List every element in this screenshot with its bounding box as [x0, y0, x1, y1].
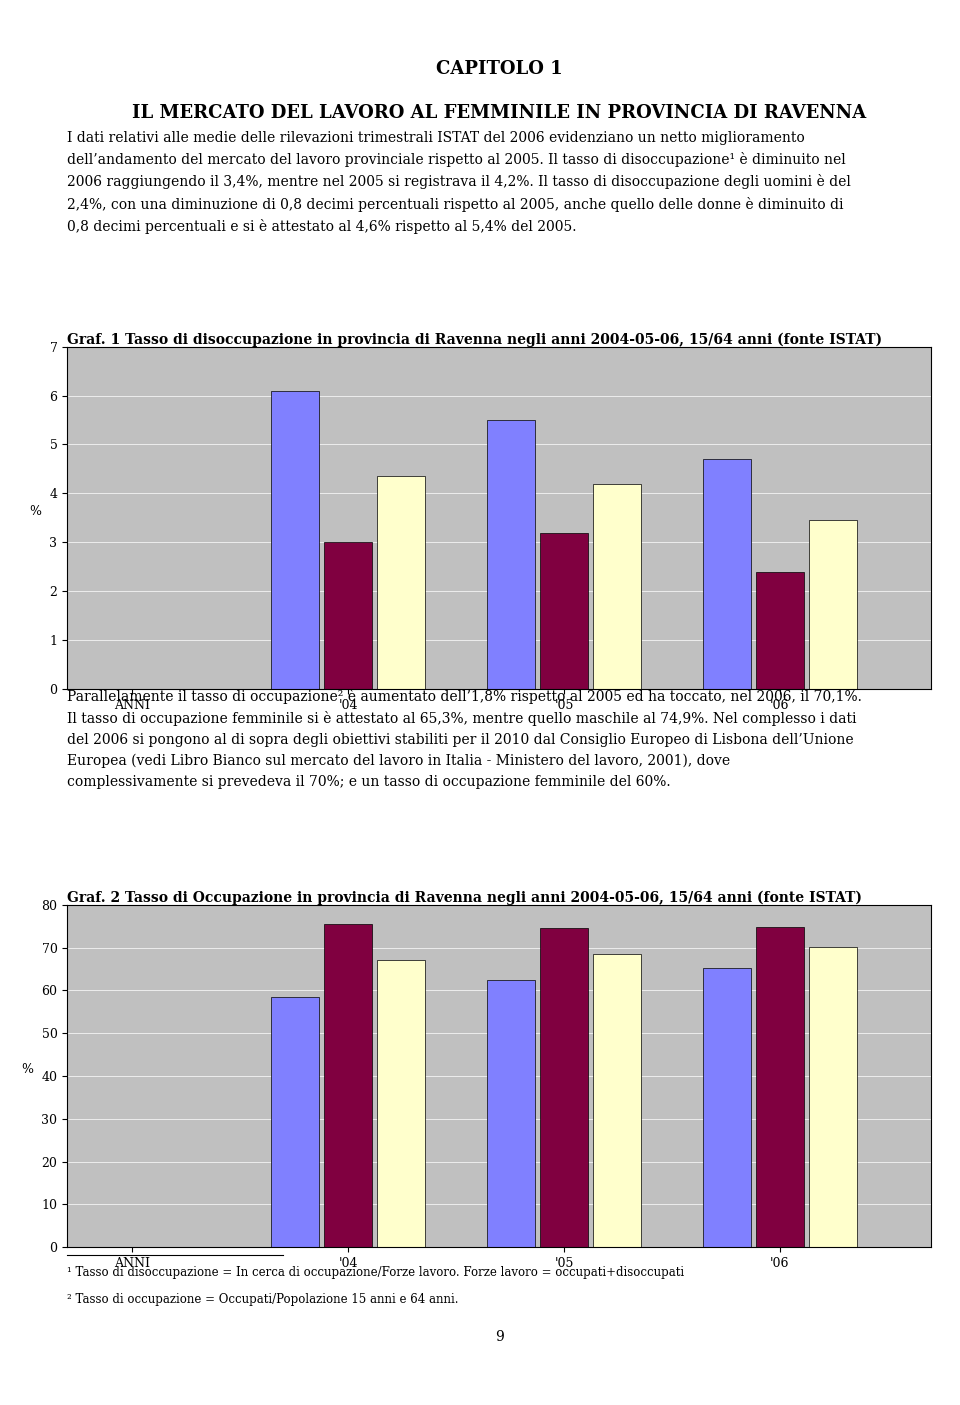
Bar	[540, 532, 588, 688]
Bar	[756, 572, 804, 688]
Text: Graf. 2 Tasso di Occupazione in provincia di Ravenna negli anni 2004-05-06, 15/6: Graf. 2 Tasso di Occupazione in provinci…	[67, 891, 862, 905]
Bar	[324, 924, 372, 1248]
Bar	[809, 520, 856, 688]
Bar	[593, 483, 640, 688]
Bar	[704, 968, 751, 1248]
Bar	[488, 420, 535, 688]
Text: Graf. 1 Tasso di disoccupazione in provincia di Ravenna negli anni 2004-05-06, 1: Graf. 1 Tasso di disoccupazione in provi…	[67, 332, 882, 347]
Bar	[488, 979, 535, 1248]
Text: Parallelamente il tasso di occupazione² è aumentato dell’1,8% rispetto al 2005 e: Parallelamente il tasso di occupazione² …	[67, 688, 862, 788]
Text: ² Tasso di occupazione = Occupati/Popolazione 15 anni e 64 anni.: ² Tasso di occupazione = Occupati/Popola…	[67, 1293, 459, 1307]
Bar	[540, 929, 588, 1248]
Bar	[756, 927, 804, 1248]
Bar	[593, 954, 640, 1248]
Text: CAPITOLO 1: CAPITOLO 1	[436, 60, 563, 77]
Text: IL MERCATO DEL LAVORO AL FEMMINILE IN PROVINCIA DI RAVENNA: IL MERCATO DEL LAVORO AL FEMMINILE IN PR…	[132, 104, 866, 122]
Bar	[809, 947, 856, 1248]
Text: I dati relativi alle medie delle rilevazioni trimestrali ISTAT del 2006 evidenzi: I dati relativi alle medie delle rilevaz…	[67, 131, 852, 233]
Bar	[324, 542, 372, 688]
Bar	[704, 459, 751, 688]
Bar	[272, 996, 319, 1248]
Bar	[377, 961, 424, 1248]
Text: 9: 9	[494, 1329, 504, 1343]
Bar	[377, 476, 424, 688]
Y-axis label: %: %	[30, 504, 41, 518]
Text: ¹ Tasso di disoccupazione = In cerca di occupazione/Forze lavoro. Forze lavoro =: ¹ Tasso di disoccupazione = In cerca di …	[67, 1266, 684, 1279]
Y-axis label: %: %	[21, 1064, 34, 1076]
Bar	[272, 391, 319, 688]
